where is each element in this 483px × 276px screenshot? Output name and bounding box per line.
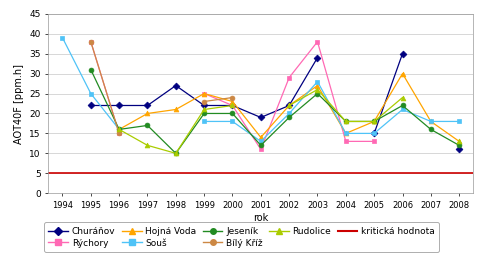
Y-axis label: AOT40F [ppm.h]: AOT40F [ppm.h] [14,63,24,144]
X-axis label: rok: rok [253,213,269,223]
Legend: Churáňov, Rýchory, Hojná Voda, Souš, Jeseník, Bílý Kříž, Rudolice, kritická hodn: Churáňov, Rýchory, Hojná Voda, Souš, Jes… [44,222,439,252]
